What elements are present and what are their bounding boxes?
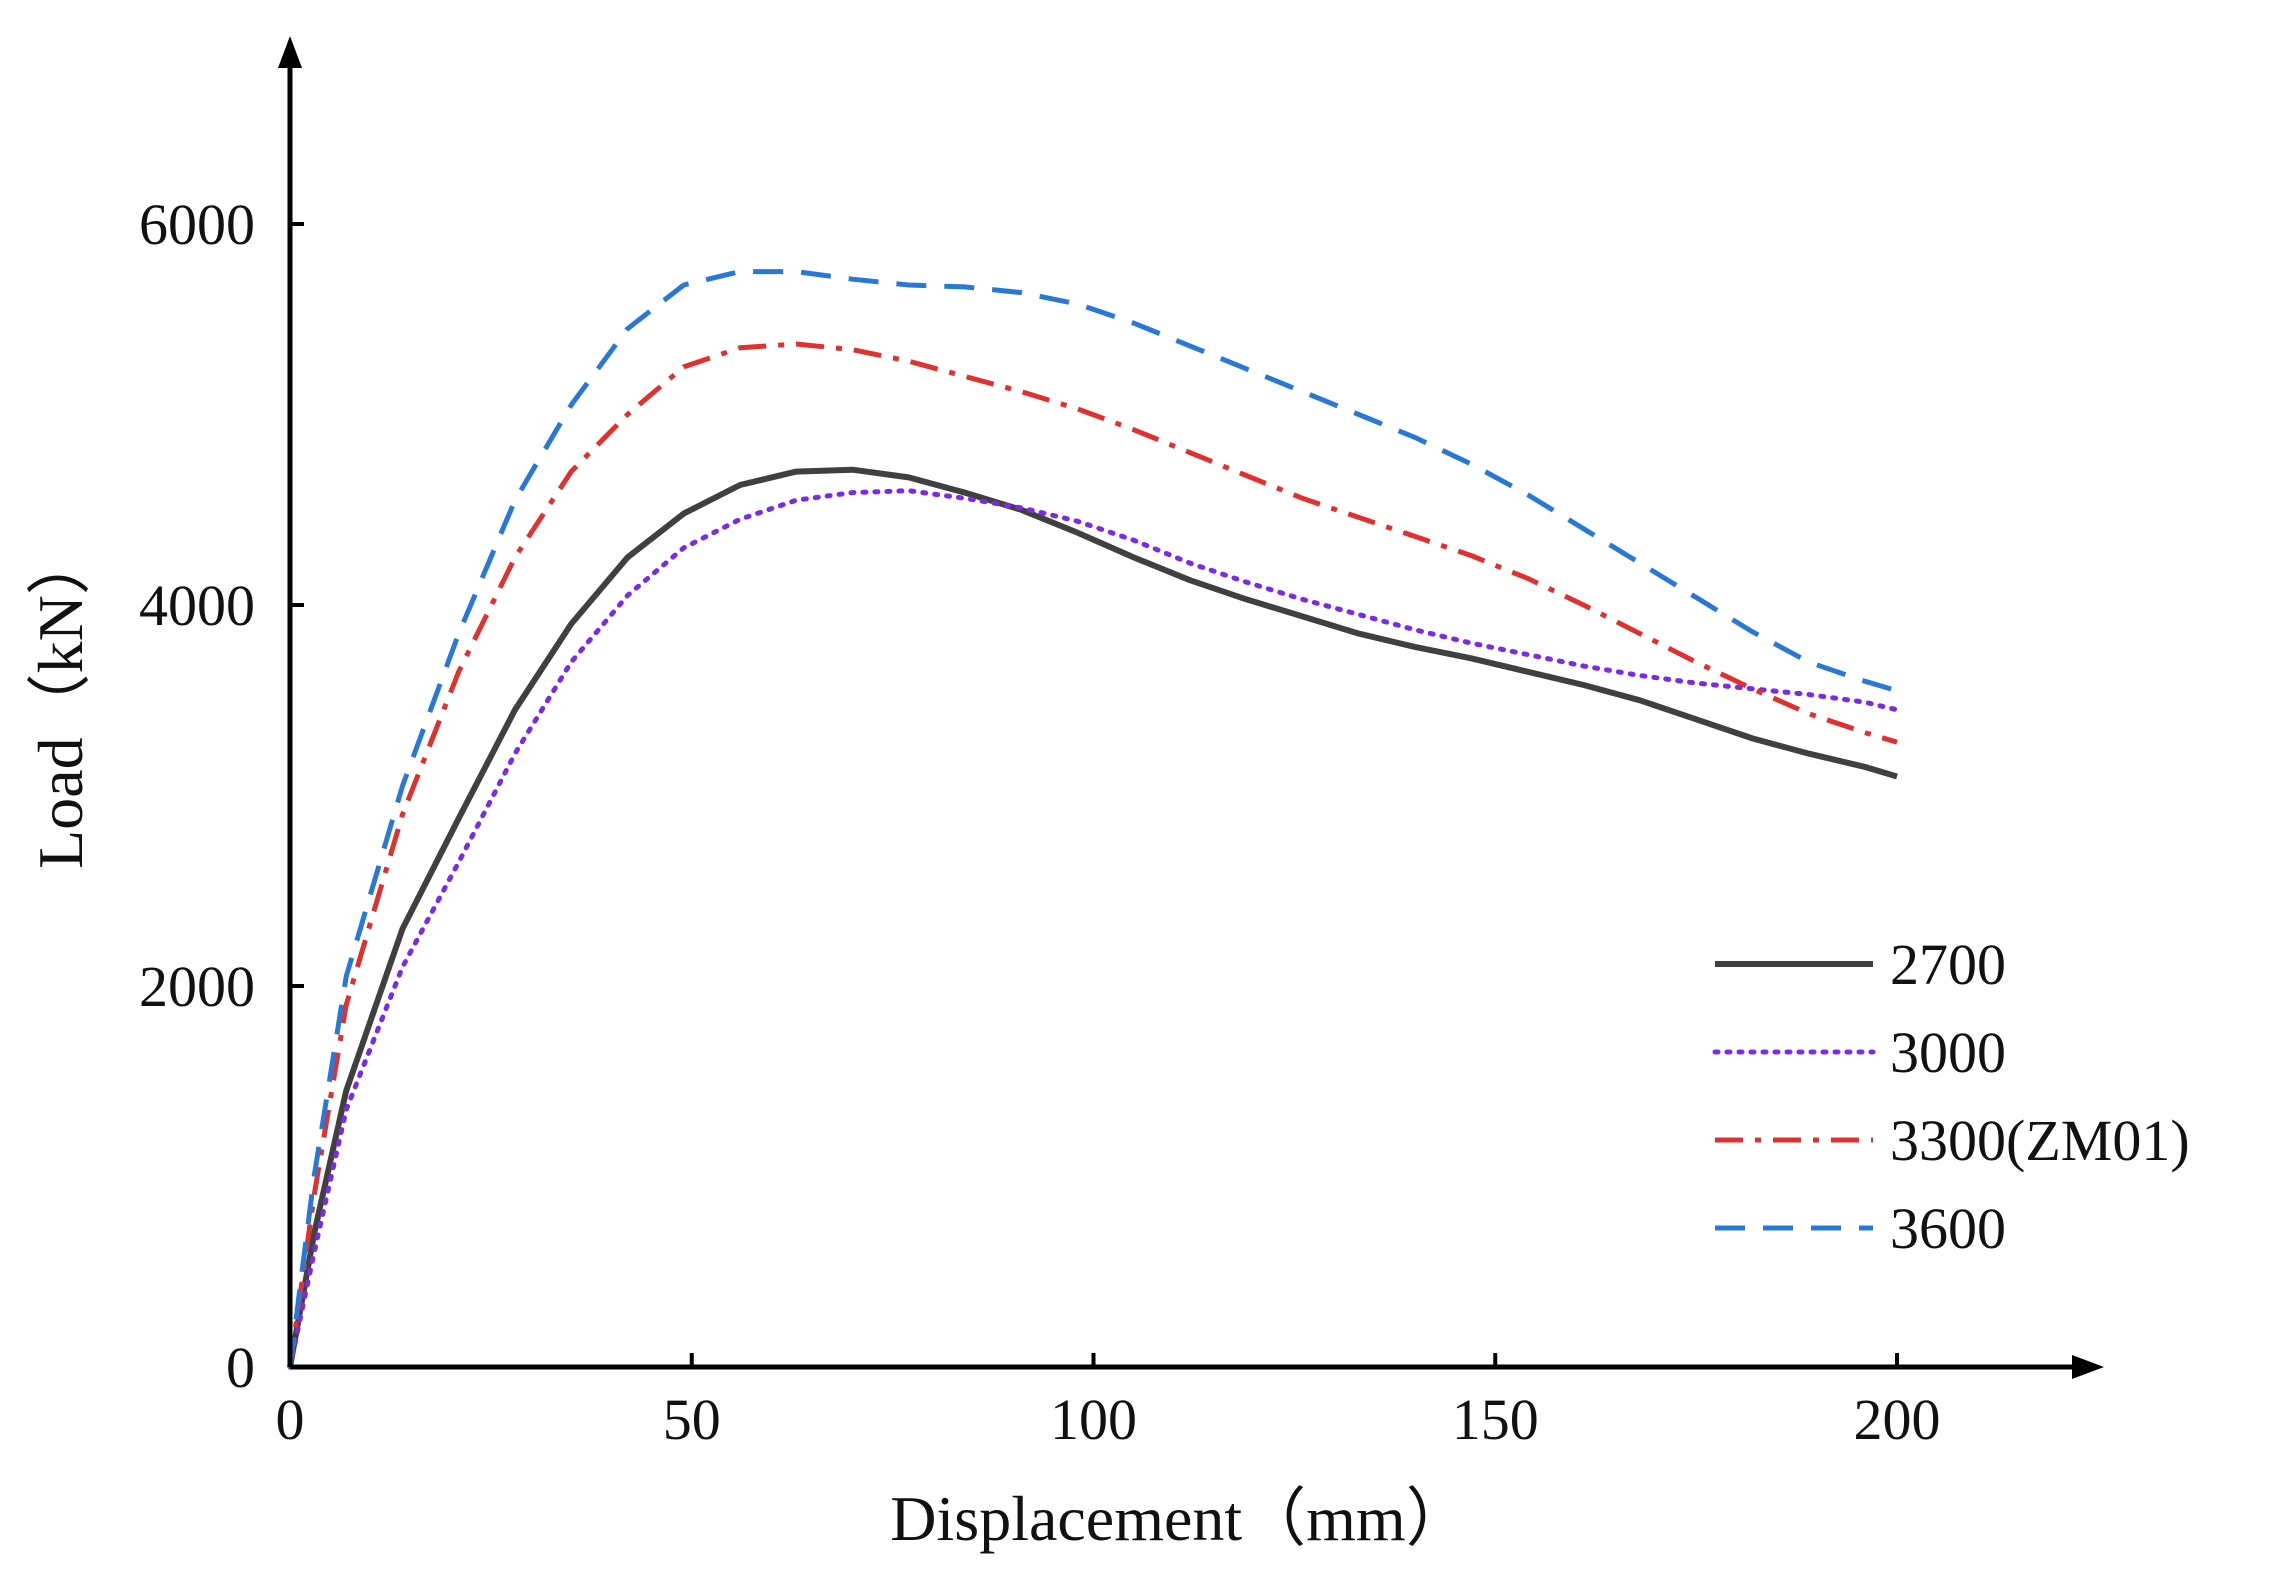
x-axis-arrow-icon: [2072, 1355, 2104, 1379]
legend-label: 3000: [1890, 1020, 2006, 1085]
x-tick-label: 200: [1854, 1387, 1941, 1452]
legend: 2700 3000 3300(ZM01) 3600: [1712, 932, 2190, 1261]
x-tick-label: 50: [663, 1387, 721, 1452]
axes-layer: [278, 36, 2104, 1379]
x-tick-label: 0: [276, 1387, 305, 1452]
x-tick-label: 100: [1050, 1387, 1137, 1452]
series-line-3600: [287, 269, 1898, 1368]
series-layer: [287, 269, 1900, 1370]
legend-label: 3600: [1890, 1196, 2006, 1261]
y-tick-label: 6000: [139, 192, 255, 257]
x-tick-label: 150: [1452, 1387, 1539, 1452]
y-axis-title: Load（kN）: [25, 531, 96, 869]
y-tick-label: 4000: [139, 573, 255, 638]
y-tick-label: 2000: [139, 954, 255, 1019]
series-line-2700: [287, 466, 1898, 1368]
legend-label: 3300(ZM01): [1890, 1108, 2190, 1173]
x-axis-title: Displacement（mm）: [890, 1483, 1469, 1554]
legend-label: 2700: [1890, 932, 2006, 997]
series-line-3300-zm01: [287, 341, 1898, 1368]
y-axis-arrow-icon: [278, 36, 302, 68]
y-tick-label: 0: [226, 1335, 255, 1400]
series-line-3000: [287, 488, 1900, 1370]
